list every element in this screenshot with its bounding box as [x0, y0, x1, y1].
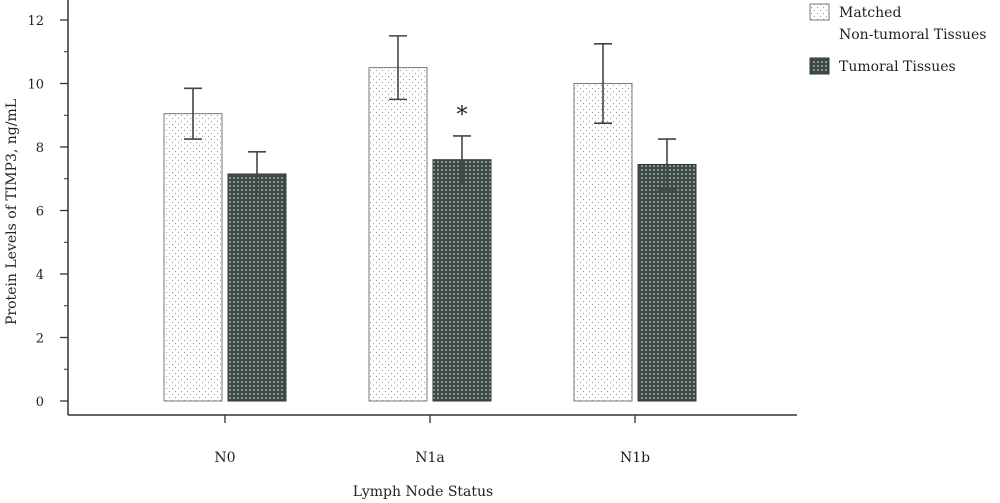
significance-marker: * [457, 103, 468, 128]
y-tick-label: 2 [36, 332, 44, 347]
error-bar [658, 138, 676, 191]
x-tick-label: N1b [620, 450, 650, 466]
annotations: * [457, 103, 468, 128]
legend-swatch [809, 57, 830, 75]
y-tick-label: 0 [36, 395, 44, 410]
y-tick-label: 8 [36, 141, 44, 156]
x-tick-label: N0 [214, 450, 235, 466]
legend-label: Matched [839, 5, 901, 21]
y-tick-label: 10 [27, 78, 44, 93]
error-bar [248, 150, 266, 198]
x-axis-title: Lymph Node Status [353, 484, 493, 500]
error-bar [184, 87, 202, 140]
legend-label: Non-tumoral Tissues [839, 27, 986, 43]
y-tick-label: 4 [36, 268, 44, 283]
bar-tumoral-n1b [637, 163, 697, 402]
error-bar [453, 135, 471, 185]
legend-item-non-tumoral: Matched Non-tumoral Tissues [809, 3, 986, 43]
bar-tumoral-n0 [227, 173, 287, 402]
y-axis-title: Protein Levels of TIMP3, ng/mL [4, 99, 20, 325]
bar-non-tumoral-n1a [368, 67, 428, 402]
y-tick-label: 6 [36, 205, 44, 220]
error-bar [594, 43, 612, 124]
legend-item-tumoral: Tumoral Tissues [809, 57, 956, 75]
bar-non-tumoral-n0 [163, 113, 223, 402]
legend-swatch [809, 3, 830, 21]
legend-label: Tumoral Tissues [839, 59, 956, 75]
bars [163, 67, 697, 402]
y-ticks: 0 2 4 6 8 10 12 [27, 14, 68, 410]
x-ticks: N0 N1a N1b [214, 415, 650, 466]
x-tick-label: N1a [415, 450, 445, 466]
legend: Matched Non-tumoral Tissues Tumoral Tissue… [809, 3, 986, 75]
bar-non-tumoral-n1b [573, 83, 633, 402]
error-bars [184, 35, 676, 198]
y-tick-label: 12 [27, 14, 44, 29]
error-bar [389, 35, 407, 101]
bar-tumoral-n1a [432, 159, 492, 402]
